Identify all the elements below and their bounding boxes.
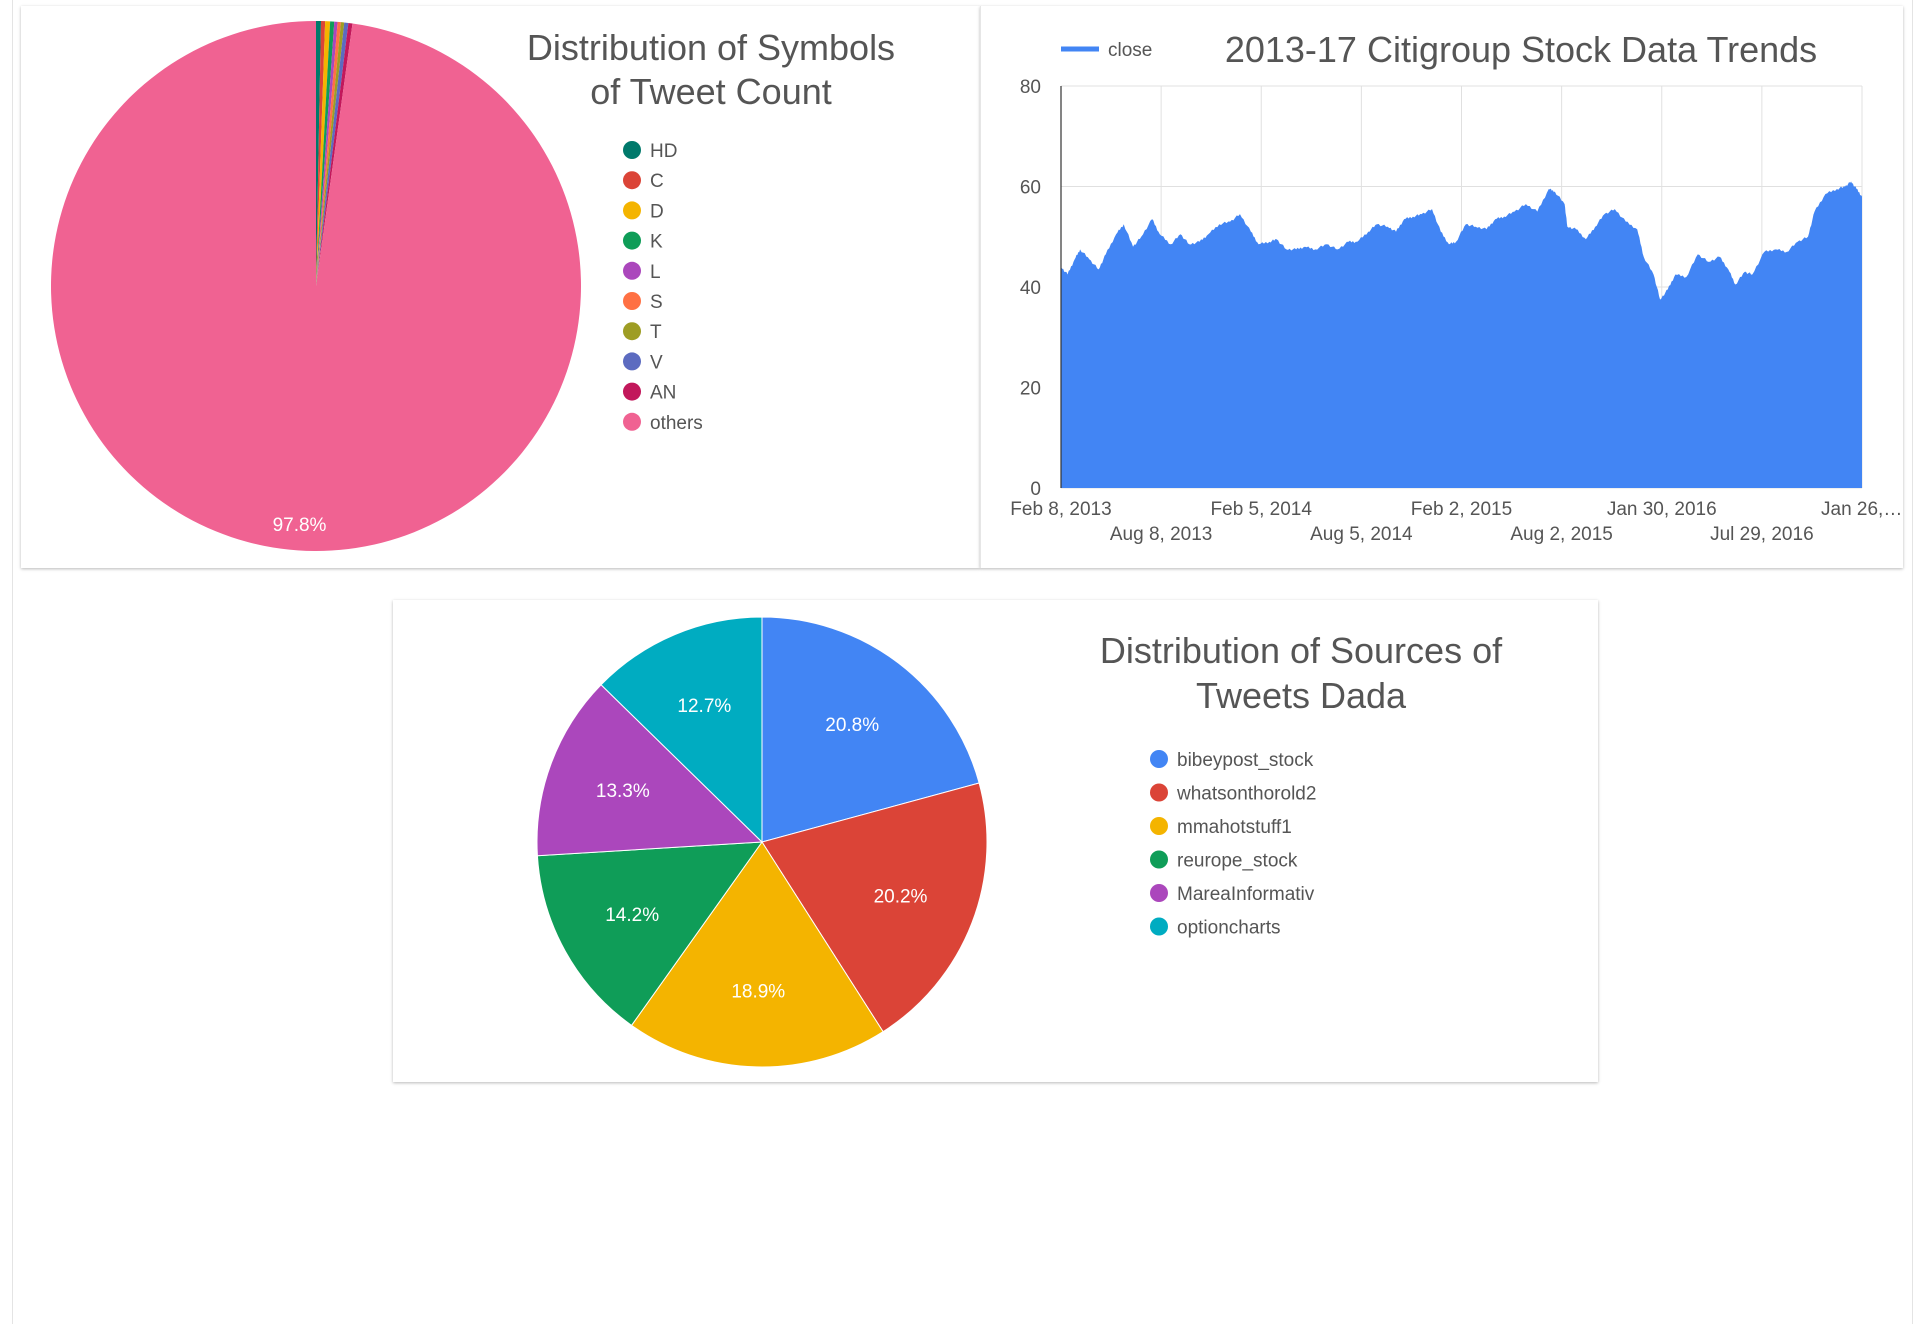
legend-swatch-t [623, 322, 641, 341]
legend-swatch-optioncharts [1150, 917, 1168, 936]
pie-slice-k [316, 21, 335, 287]
y-tick-label: 0 [1030, 479, 1041, 500]
pie-label-mmahotstuff1: 18.9% [731, 981, 785, 1002]
legend-label-bibeypost-stock: bibeypost_stock [1177, 750, 1314, 771]
legend-label-others: others [650, 413, 703, 434]
chart-title-line: Distribution of Symbols [527, 27, 895, 68]
symbols-chart-card: 97.8% Distribution of Symbols of Tweet Cou… [21, 6, 980, 568]
pie-slice-d [316, 21, 331, 287]
pie-label-optioncharts: 12.7% [677, 696, 731, 717]
pie-slice-c [316, 21, 326, 286]
y-tick-label: 40 [1020, 278, 1041, 299]
legend-swatch-bibeypost-stock [1150, 750, 1168, 768]
pie-slice-mareainformativ [536, 684, 764, 857]
chart-title-line: Tweets Dada [1196, 675, 1407, 716]
x-tick-label: Jan 26,… [1821, 499, 1902, 520]
sources-chart-card: 20.8% 20.2% 18.9% 14.2% 13.3% 12.7% Distributi… [393, 600, 1598, 1082]
legend-swatch-whatsonthorold2 [1150, 783, 1168, 802]
pie-slice-s [316, 21, 341, 286]
pie-slice-mmahotstuff1 [630, 841, 884, 1068]
legend-label-c: C [650, 171, 664, 192]
pie-slice-optioncharts [600, 616, 763, 844]
legend-label-v: V [650, 352, 663, 373]
legend-label-close: close [1108, 40, 1152, 61]
chart-title: 2013-17 Citigroup Stock Data Trends [1225, 29, 1817, 70]
legend-swatch-others [623, 412, 641, 431]
x-tick-label: Jan 30, 2016 [1607, 499, 1717, 520]
legend-label-hd: HD [650, 141, 677, 162]
x-tick-label: Feb 8, 2013 [1010, 499, 1111, 520]
pie-slice-bibeypost-stock [761, 616, 980, 843]
legend-swatch-mareainformativ [1150, 884, 1168, 902]
legend-label-an: AN [650, 383, 676, 404]
pie-label-bibeypost-stock: 20.8% [825, 715, 879, 736]
pie-slice-l [316, 21, 338, 286]
legend-swatch-an [623, 382, 641, 401]
y-tick-label: 20 [1020, 379, 1041, 400]
legend-label-d: D [650, 201, 664, 222]
legend-label-k: K [650, 232, 663, 253]
legend-label-optioncharts: optioncharts [1177, 918, 1281, 939]
legend-swatch-k [623, 231, 641, 250]
pie-label-mareainformativ: 13.3% [596, 781, 650, 802]
pie-label-whatsonthorold2: 20.2% [874, 887, 928, 908]
legend-swatch-l [623, 261, 641, 280]
page-edge-left [12, 0, 13, 1324]
legend-label-s: S [650, 292, 663, 313]
legend-label-mmahotstuff1: mmahotstuff1 [1177, 817, 1292, 838]
y-tick-label: 60 [1020, 178, 1041, 199]
x-tick-label: Feb 2, 2015 [1411, 499, 1512, 520]
legend-swatch-reurope-stock [1150, 850, 1168, 869]
legend-swatch-c [623, 171, 641, 190]
pie-label-reurope-stock: 14.2% [605, 905, 659, 926]
legend-swatch-mmahotstuff1 [1150, 817, 1168, 835]
sources-pie-chart: 20.8% 20.2% 18.9% 14.2% 13.3% 12.7% Distributi… [536, 616, 1503, 1068]
pie-slice-others [51, 21, 582, 551]
chart-title-line: of Tweet Count [590, 71, 832, 112]
stock-area-chart: 0 20 40 60 80 Feb 8, 2013 Feb 5, 2014 Feb 2, 20… [1010, 29, 1902, 545]
legend-swatch-v [623, 352, 641, 371]
legend-label-reurope-stock: reurope_stock [1177, 851, 1298, 872]
y-tick-label: 80 [1020, 77, 1041, 98]
legend-label-mareainformativ: MareaInformativ [1177, 884, 1315, 905]
legend-swatch-s [623, 292, 641, 310]
pie-slice-v [316, 22, 349, 287]
pie-slice-reurope-stock [536, 841, 764, 1027]
legend-swatch-d [623, 201, 641, 220]
page-edge-right [1912, 0, 1913, 1324]
legend-swatch-hd [623, 141, 641, 159]
pie-slice-an [316, 22, 353, 286]
x-tick-label: Feb 5, 2014 [1211, 499, 1313, 520]
legend-label-whatsonthorold2: whatsonthorold2 [1176, 784, 1316, 805]
pie-label-others: 97.8% [273, 515, 327, 536]
legend-label-l: L [650, 262, 661, 283]
x-tick-label: Aug 5, 2014 [1310, 524, 1413, 545]
chart-title-line: Distribution of Sources of [1100, 630, 1503, 671]
pie-slice-t [316, 22, 345, 286]
x-tick-label: Aug 8, 2013 [1110, 524, 1212, 545]
x-tick-label: Aug 2, 2015 [1510, 524, 1612, 545]
stock-chart-card: 0 20 40 60 80 Feb 8, 2013 Feb 5, 2014 Feb 2, 20… [980, 6, 1903, 568]
pie-slice-hd [316, 21, 321, 286]
legend-label-t: T [650, 322, 662, 343]
series-close-area [1061, 181, 1862, 488]
pie-slice-whatsonthorold2 [761, 782, 988, 1033]
x-tick-label: Jul 29, 2016 [1710, 524, 1814, 545]
